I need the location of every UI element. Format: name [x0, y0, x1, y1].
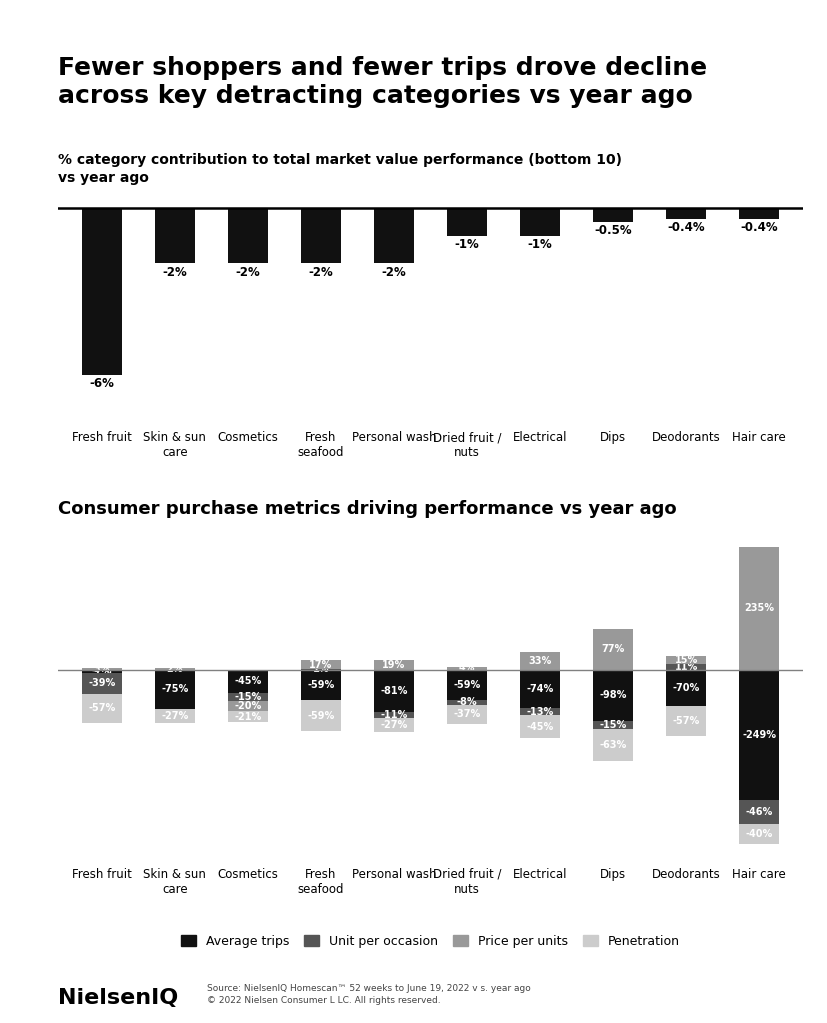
Text: -57%: -57% — [672, 716, 699, 726]
Text: -15%: -15% — [599, 719, 626, 729]
Text: -0.4%: -0.4% — [739, 221, 777, 234]
Text: -13%: -13% — [526, 707, 553, 716]
Text: 235%: 235% — [743, 604, 773, 613]
Bar — [519, 715, 560, 739]
Text: -63%: -63% — [599, 740, 626, 750]
Bar — [155, 669, 194, 709]
Text: -0.4%: -0.4% — [667, 221, 705, 234]
Text: % category contribution to total market value performance (bottom 10)
vs year ag: % category contribution to total market … — [58, 153, 621, 185]
Bar — [592, 629, 633, 669]
Bar — [447, 667, 486, 669]
Bar — [592, 720, 633, 728]
Text: -6%: -6% — [89, 376, 114, 390]
Text: 17%: 17% — [309, 660, 332, 670]
Text: -59%: -59% — [453, 680, 480, 690]
Text: 1%: 1% — [313, 664, 329, 674]
Bar — [447, 701, 486, 705]
Bar — [447, 669, 486, 701]
Text: 77%: 77% — [601, 644, 624, 655]
Bar — [227, 711, 268, 722]
Bar — [300, 701, 341, 731]
Text: -45%: -45% — [526, 721, 553, 731]
Text: 11%: 11% — [674, 662, 697, 672]
Bar — [447, 705, 486, 724]
Text: -2%: -2% — [162, 266, 187, 278]
Text: Fewer shoppers and fewer trips drove decline
across key detracting categories vs: Fewer shoppers and fewer trips drove dec… — [58, 56, 706, 108]
Bar — [82, 668, 122, 669]
Text: NielsenIQ: NielsenIQ — [58, 987, 178, 1008]
Bar — [227, 669, 268, 693]
Text: -8%: -8% — [457, 698, 477, 708]
Bar — [227, 208, 268, 263]
Text: Source: NielsenIQ Homescan™ 52 weeks to June 19, 2022 v s. year ago
© 2022 Niels: Source: NielsenIQ Homescan™ 52 weeks to … — [207, 984, 530, 1005]
Bar — [300, 669, 341, 701]
Text: -59%: -59% — [307, 680, 334, 690]
Text: -75%: -75% — [161, 684, 189, 695]
Bar — [374, 712, 414, 717]
Text: -74%: -74% — [526, 683, 553, 694]
Bar — [666, 664, 705, 669]
Bar — [374, 669, 414, 712]
Bar — [300, 208, 341, 263]
Bar — [739, 669, 778, 800]
Bar — [666, 656, 705, 664]
Bar — [300, 660, 341, 669]
Text: -2%: -2% — [381, 266, 406, 278]
Bar — [82, 669, 122, 673]
Legend: Average trips, Unit per occasion, Price per units, Penetration: Average trips, Unit per occasion, Price … — [175, 930, 685, 952]
Bar — [592, 669, 633, 720]
Bar — [82, 694, 122, 723]
Bar — [155, 208, 194, 263]
Bar — [519, 669, 560, 708]
Bar — [227, 701, 268, 711]
Text: -27%: -27% — [380, 719, 407, 729]
Text: -1%: -1% — [527, 237, 552, 251]
Bar — [592, 728, 633, 761]
Bar — [447, 208, 486, 235]
Bar — [227, 693, 268, 701]
Bar — [666, 208, 705, 219]
Text: -37%: -37% — [453, 709, 480, 719]
Text: 2%: 2% — [166, 664, 183, 674]
Text: Consumer purchase metrics driving performance vs year ago: Consumer purchase metrics driving perfor… — [58, 500, 676, 518]
Text: -11%: -11% — [380, 710, 407, 720]
Text: -249%: -249% — [742, 729, 776, 740]
Bar — [666, 706, 705, 736]
Text: -39%: -39% — [88, 678, 115, 688]
Text: -1%: -1% — [454, 237, 479, 251]
Text: -45%: -45% — [234, 676, 261, 686]
Text: -0.5%: -0.5% — [594, 224, 631, 237]
Bar — [374, 660, 414, 669]
Text: 19%: 19% — [382, 660, 405, 670]
Bar — [374, 717, 414, 731]
Text: -46%: -46% — [745, 806, 772, 816]
Text: 3%: 3% — [93, 664, 110, 674]
Text: -15%: -15% — [234, 692, 261, 702]
Text: -40%: -40% — [745, 829, 772, 839]
Bar — [739, 547, 778, 669]
Text: -2%: -2% — [308, 266, 333, 278]
Bar — [739, 824, 778, 844]
Bar — [739, 208, 778, 219]
Bar — [666, 669, 705, 706]
Text: -98%: -98% — [599, 691, 626, 700]
Text: -20%: -20% — [234, 701, 261, 711]
Bar — [519, 653, 560, 669]
Text: -7%: -7% — [92, 666, 112, 676]
Text: -81%: -81% — [380, 685, 407, 696]
Text: 33%: 33% — [528, 656, 551, 666]
Text: -21%: -21% — [234, 712, 261, 722]
Text: -70%: -70% — [672, 682, 699, 693]
Text: 15%: 15% — [674, 655, 697, 665]
Bar — [82, 673, 122, 694]
Bar — [82, 208, 122, 374]
Bar — [739, 800, 778, 824]
Text: -57%: -57% — [88, 704, 115, 713]
Text: -27%: -27% — [161, 711, 189, 721]
Bar — [592, 208, 633, 222]
Text: -59%: -59% — [307, 711, 334, 721]
Text: -2%: -2% — [235, 266, 260, 278]
Bar — [155, 668, 194, 669]
Bar — [519, 208, 560, 235]
Bar — [155, 709, 194, 723]
